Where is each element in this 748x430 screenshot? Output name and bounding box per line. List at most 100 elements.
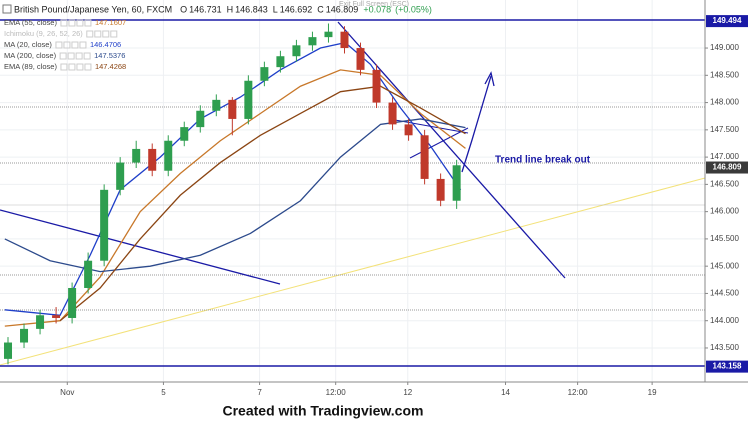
quote-value: 146.692 — [280, 4, 313, 14]
legend-label: MA (200, close) — [4, 51, 57, 60]
legend-button[interactable] — [60, 19, 68, 27]
watermark: Created with Tradingview.com — [223, 403, 424, 419]
candle-body — [196, 110, 205, 128]
candle-body — [116, 162, 125, 190]
candle-body — [436, 178, 445, 201]
legend-button[interactable] — [68, 63, 76, 71]
legend-value: 147.1607 — [95, 18, 126, 27]
candle-body — [100, 189, 109, 261]
change: +0.078 — [363, 4, 391, 14]
y-tick-label: 145.000 — [710, 261, 739, 270]
candle-body — [388, 102, 397, 125]
quote-label: C — [317, 4, 324, 14]
legend-button[interactable] — [86, 30, 94, 38]
legend-button[interactable] — [63, 41, 71, 49]
legend-button[interactable] — [68, 19, 76, 27]
legend-button[interactable] — [55, 41, 63, 49]
legend-button[interactable] — [59, 52, 67, 60]
price-label-box — [706, 360, 748, 373]
y-tick-label: 147.500 — [710, 125, 739, 134]
y-tick-label: 146.500 — [710, 179, 739, 188]
legend-button[interactable] — [79, 41, 87, 49]
y-tick-label: 148.000 — [710, 98, 739, 107]
legend-button[interactable] — [84, 63, 92, 71]
candle-body — [148, 148, 157, 171]
candle-body — [20, 328, 29, 343]
legend-button[interactable] — [67, 52, 75, 60]
candle-body — [340, 31, 349, 49]
plot — [4, 23, 466, 365]
candle-body — [212, 99, 221, 111]
price-label-box — [706, 15, 748, 28]
axes: 143.500 144.000 144.500 145.000 145.500 146.0… — [60, 15, 748, 397]
y-tick-label: 149.000 — [710, 43, 739, 52]
legend-label: EMA (89, close) — [4, 62, 57, 71]
y-tick-label: 148.500 — [710, 70, 739, 79]
candle-body — [180, 127, 189, 141]
candle-body — [452, 165, 461, 201]
legend-button[interactable] — [76, 63, 84, 71]
legend: British Pound/Japanese Yen, 60, FXCM O 146… — [2, 4, 432, 71]
y-tick-label: 143.500 — [710, 343, 739, 352]
legend-value: 147.5376 — [94, 51, 125, 60]
legend-button[interactable] — [76, 19, 84, 27]
channel-line — [409, 127, 469, 159]
grid — [0, 0, 705, 382]
indicator-line — [59, 85, 466, 322]
legend-label: MA (20, close) — [4, 40, 52, 49]
arrow-head — [484, 71, 495, 87]
candle-body — [260, 67, 269, 81]
price-label-box — [706, 161, 748, 174]
candle-body — [228, 99, 237, 119]
candle-body — [84, 260, 93, 288]
candle-body — [244, 80, 253, 119]
legend-button[interactable] — [60, 63, 68, 71]
legend-button[interactable] — [84, 19, 92, 27]
legend-value: 147.4268 — [95, 62, 126, 71]
candle-body — [132, 148, 141, 163]
candle-body — [324, 31, 333, 38]
y-tick-label: 147.000 — [710, 152, 739, 161]
x-tick-label: 14 — [501, 388, 510, 397]
x-tick-label: 12 — [403, 388, 412, 397]
price-axis — [705, 0, 748, 382]
legend-button[interactable] — [71, 41, 79, 49]
x-tick-label: 5 — [161, 388, 166, 397]
candle-body — [68, 287, 77, 318]
annotation: Trend line break out — [495, 155, 591, 166]
candle-body — [164, 140, 173, 171]
quote-value: 146.809 — [326, 4, 359, 14]
price-label: 146.809 — [713, 163, 742, 172]
quote-value: 146.843 — [235, 4, 268, 14]
legend-button[interactable] — [110, 30, 118, 38]
candle-body — [356, 48, 365, 70]
candle-body — [372, 69, 381, 103]
quote-label: L — [273, 4, 278, 14]
candle-body — [4, 342, 13, 359]
candle-body — [52, 315, 61, 318]
candle-body — [292, 45, 301, 57]
quote-label: H — [227, 4, 234, 14]
legend-label: Ichimoku (9, 26, 52, 26) — [4, 29, 83, 38]
quote-value: 146.731 — [189, 4, 222, 14]
legend-button[interactable] — [83, 52, 91, 60]
candle-body — [420, 135, 429, 179]
x-tick-label: 12:00 — [568, 388, 589, 397]
trend-line — [0, 209, 281, 285]
candle-body — [404, 124, 413, 136]
legend-button[interactable] — [102, 30, 110, 38]
candle-body — [308, 37, 317, 46]
channel-line — [394, 119, 469, 134]
breakout-arrow — [461, 75, 492, 173]
legend-button[interactable] — [94, 30, 102, 38]
y-tick-label: 146.000 — [710, 207, 739, 216]
y-tick-label: 144.000 — [710, 316, 739, 325]
change-pct: (+0.05%) — [395, 4, 432, 14]
legend-button[interactable] — [75, 52, 83, 60]
support-trend-line — [0, 177, 706, 366]
y-tick-label: 144.500 — [710, 289, 739, 298]
header-icon — [2, 4, 12, 14]
x-tick-label: 12:00 — [326, 388, 347, 397]
